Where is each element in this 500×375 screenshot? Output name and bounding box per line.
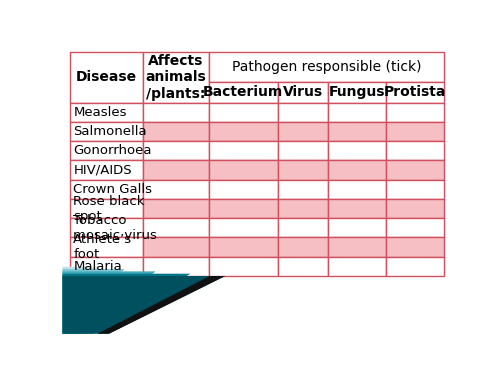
Bar <box>278 180 328 199</box>
Bar <box>328 199 386 218</box>
Bar <box>328 141 386 160</box>
Bar <box>70 199 143 218</box>
Polygon shape <box>62 274 190 334</box>
Bar <box>143 257 208 276</box>
Polygon shape <box>62 276 225 334</box>
Bar <box>208 103 278 122</box>
Text: Tobacco
mosaic virus: Tobacco mosaic virus <box>74 214 157 242</box>
Text: Salmonella: Salmonella <box>74 125 147 138</box>
Bar <box>70 218 143 237</box>
Bar <box>278 199 328 218</box>
Bar <box>70 52 143 103</box>
Bar <box>278 160 328 180</box>
Polygon shape <box>62 267 98 334</box>
Text: Affects
animals
/plants:: Affects animals /plants: <box>146 54 206 100</box>
Bar <box>208 237 278 257</box>
Bar <box>386 199 444 218</box>
Bar <box>143 141 208 160</box>
Bar <box>328 82 386 103</box>
Bar <box>70 122 143 141</box>
Text: HIV/AIDS: HIV/AIDS <box>74 164 132 177</box>
Bar <box>143 218 208 237</box>
Polygon shape <box>62 269 124 334</box>
Text: Crown Galls: Crown Galls <box>74 183 152 196</box>
Bar <box>143 160 208 180</box>
Bar <box>328 180 386 199</box>
Bar <box>70 180 143 199</box>
Text: Rose black
spot: Rose black spot <box>74 195 145 222</box>
Bar <box>278 141 328 160</box>
Bar <box>70 103 143 122</box>
Bar <box>328 218 386 237</box>
Bar <box>386 257 444 276</box>
Bar <box>328 257 386 276</box>
Bar <box>386 103 444 122</box>
Text: Fungus: Fungus <box>329 86 386 99</box>
Bar <box>386 82 444 103</box>
Text: Gonorrhoea: Gonorrhoea <box>74 144 152 157</box>
Bar <box>386 218 444 237</box>
Text: Virus: Virus <box>283 86 323 99</box>
Bar <box>208 257 278 276</box>
Bar <box>328 160 386 180</box>
Bar <box>70 257 143 276</box>
Bar <box>208 82 278 103</box>
Bar <box>328 103 386 122</box>
Text: Pathogen responsible (tick): Pathogen responsible (tick) <box>232 60 421 74</box>
Bar <box>328 237 386 257</box>
Bar <box>143 237 208 257</box>
Bar <box>143 180 208 199</box>
Bar <box>143 122 208 141</box>
Bar <box>208 160 278 180</box>
Bar <box>278 103 328 122</box>
Bar <box>278 122 328 141</box>
Bar <box>208 141 278 160</box>
Bar <box>143 103 208 122</box>
Text: Malaria: Malaria <box>74 260 122 273</box>
Bar <box>328 122 386 141</box>
Bar <box>208 122 278 141</box>
Bar <box>208 218 278 237</box>
Polygon shape <box>62 276 225 334</box>
Bar <box>70 160 143 180</box>
Bar <box>386 237 444 257</box>
Bar <box>278 237 328 257</box>
Bar <box>208 52 444 82</box>
Bar <box>143 52 208 103</box>
Text: Disease: Disease <box>76 70 138 84</box>
Bar <box>278 82 328 103</box>
Bar <box>278 218 328 237</box>
Text: Protista: Protista <box>384 86 446 99</box>
Bar <box>386 122 444 141</box>
Bar <box>386 141 444 160</box>
Bar <box>386 180 444 199</box>
Polygon shape <box>62 272 156 334</box>
Bar <box>208 199 278 218</box>
Bar <box>386 160 444 180</box>
Bar <box>143 199 208 218</box>
Bar <box>70 141 143 160</box>
Bar <box>70 237 143 257</box>
Text: Measles: Measles <box>74 106 127 119</box>
Bar <box>278 257 328 276</box>
Text: Athlete’s
foot: Athlete’s foot <box>74 233 132 261</box>
Bar <box>208 180 278 199</box>
Text: Bacterium: Bacterium <box>203 86 283 99</box>
